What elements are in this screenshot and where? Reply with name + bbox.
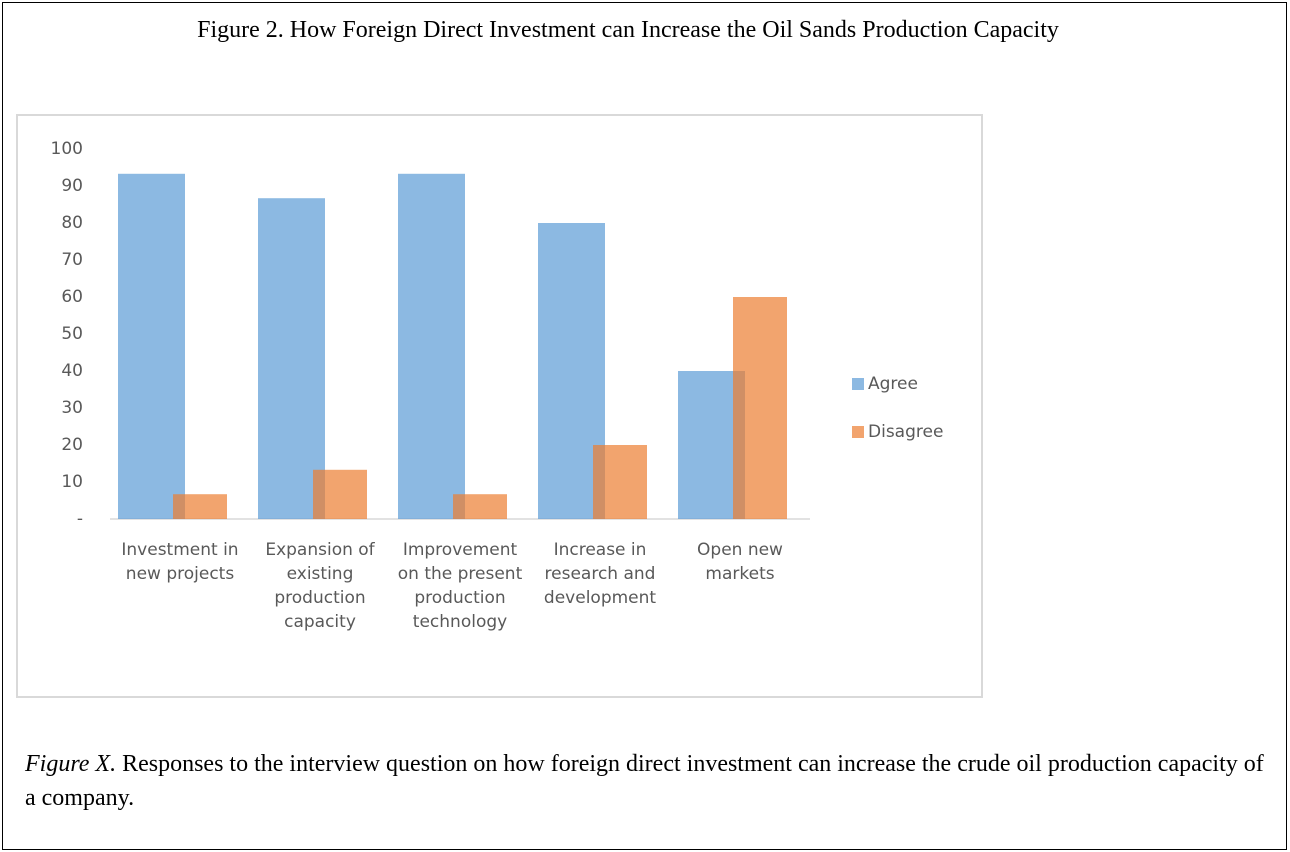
- bar: [733, 297, 787, 519]
- y-tick-label: 50: [61, 324, 83, 344]
- y-tick-label: 70: [61, 250, 83, 270]
- bar: [258, 198, 325, 519]
- bar: [313, 469, 367, 519]
- x-tick-label: Investment in new projects: [121, 540, 239, 584]
- bar: [398, 173, 465, 520]
- legend-label: Disagree: [868, 422, 943, 442]
- y-tick-label: 100: [51, 139, 83, 159]
- x-tick-label: Increase in research and development: [543, 540, 657, 608]
- legend-swatch: [852, 426, 864, 438]
- x-tick-label: Improvement on the present production te…: [397, 540, 523, 632]
- y-tick-label: 20: [61, 435, 83, 455]
- caption-label: Figure X.: [25, 751, 117, 777]
- y-tick-label: 40: [61, 361, 83, 381]
- caption: Figure X. Responses to the interview que…: [25, 747, 1265, 815]
- figure-title: Figure 2. How Foreign Direct Investment …: [197, 17, 1059, 43]
- legend-swatch: [852, 378, 864, 390]
- legend-label: Agree: [868, 374, 918, 394]
- bar: [173, 494, 227, 519]
- y-tick-label: -: [77, 509, 83, 529]
- x-tick-label: Open new markets: [697, 540, 783, 584]
- y-tick-label: 60: [61, 287, 83, 307]
- bar: [593, 445, 647, 519]
- bar: [453, 494, 507, 519]
- bar: [118, 173, 185, 520]
- caption-text: Responses to the interview question on h…: [25, 751, 1264, 811]
- chart-box: [16, 114, 983, 698]
- y-tick-label: 10: [61, 472, 83, 492]
- x-tick-label: Expansion of existing production capacit…: [265, 540, 375, 632]
- y-tick-label: 30: [61, 398, 83, 418]
- y-tick-label: 90: [61, 176, 83, 196]
- y-tick-label: 80: [61, 213, 83, 233]
